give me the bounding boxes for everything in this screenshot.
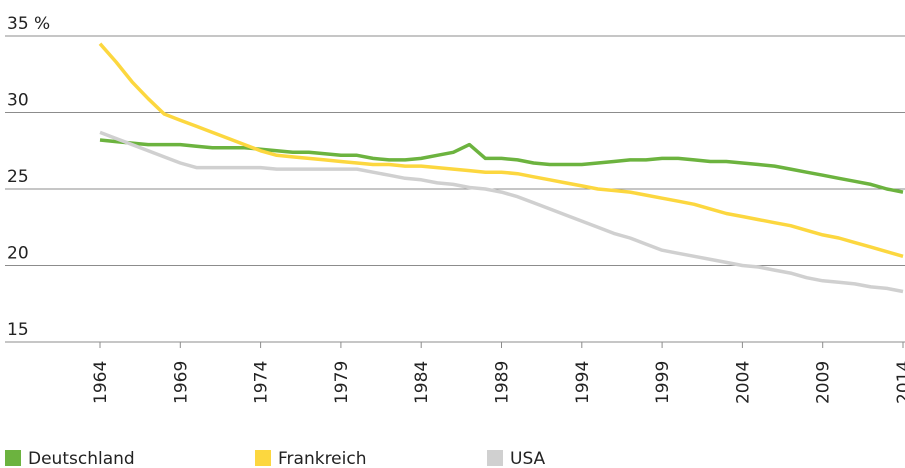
x-tick-label: 2009 [814, 361, 834, 404]
x-tick-label: 1979 [332, 361, 352, 404]
data-line [99, 138, 904, 194]
x-tick-label: 1969 [171, 361, 191, 404]
y-tick-label: 35 % [7, 14, 50, 34]
y-tick-label: 30 [7, 91, 29, 111]
y-tick-label: 15 [7, 320, 29, 340]
y-tick-label: 20 [7, 244, 29, 264]
x-tick-label: 1984 [412, 361, 432, 404]
legend-swatch [255, 450, 271, 466]
legend-swatch [5, 450, 21, 466]
legend-label: USA [510, 449, 546, 468]
legend-label: Deutschland [28, 449, 135, 468]
data-line [99, 130, 904, 294]
legend-label: Frankreich [278, 449, 367, 468]
x-tick-label: 1964 [91, 361, 111, 404]
x-tick-label: 2004 [733, 361, 753, 404]
y-tick-label: 25 [7, 167, 29, 187]
x-tick-label: 1999 [653, 361, 673, 404]
x-tick-label: 2014 [894, 361, 905, 404]
data-line [98, 42, 904, 258]
x-tick-label: 1974 [252, 361, 272, 404]
x-tick-label: 1994 [573, 361, 593, 404]
legend-swatch [487, 450, 503, 466]
x-tick-label: 1989 [493, 361, 513, 404]
